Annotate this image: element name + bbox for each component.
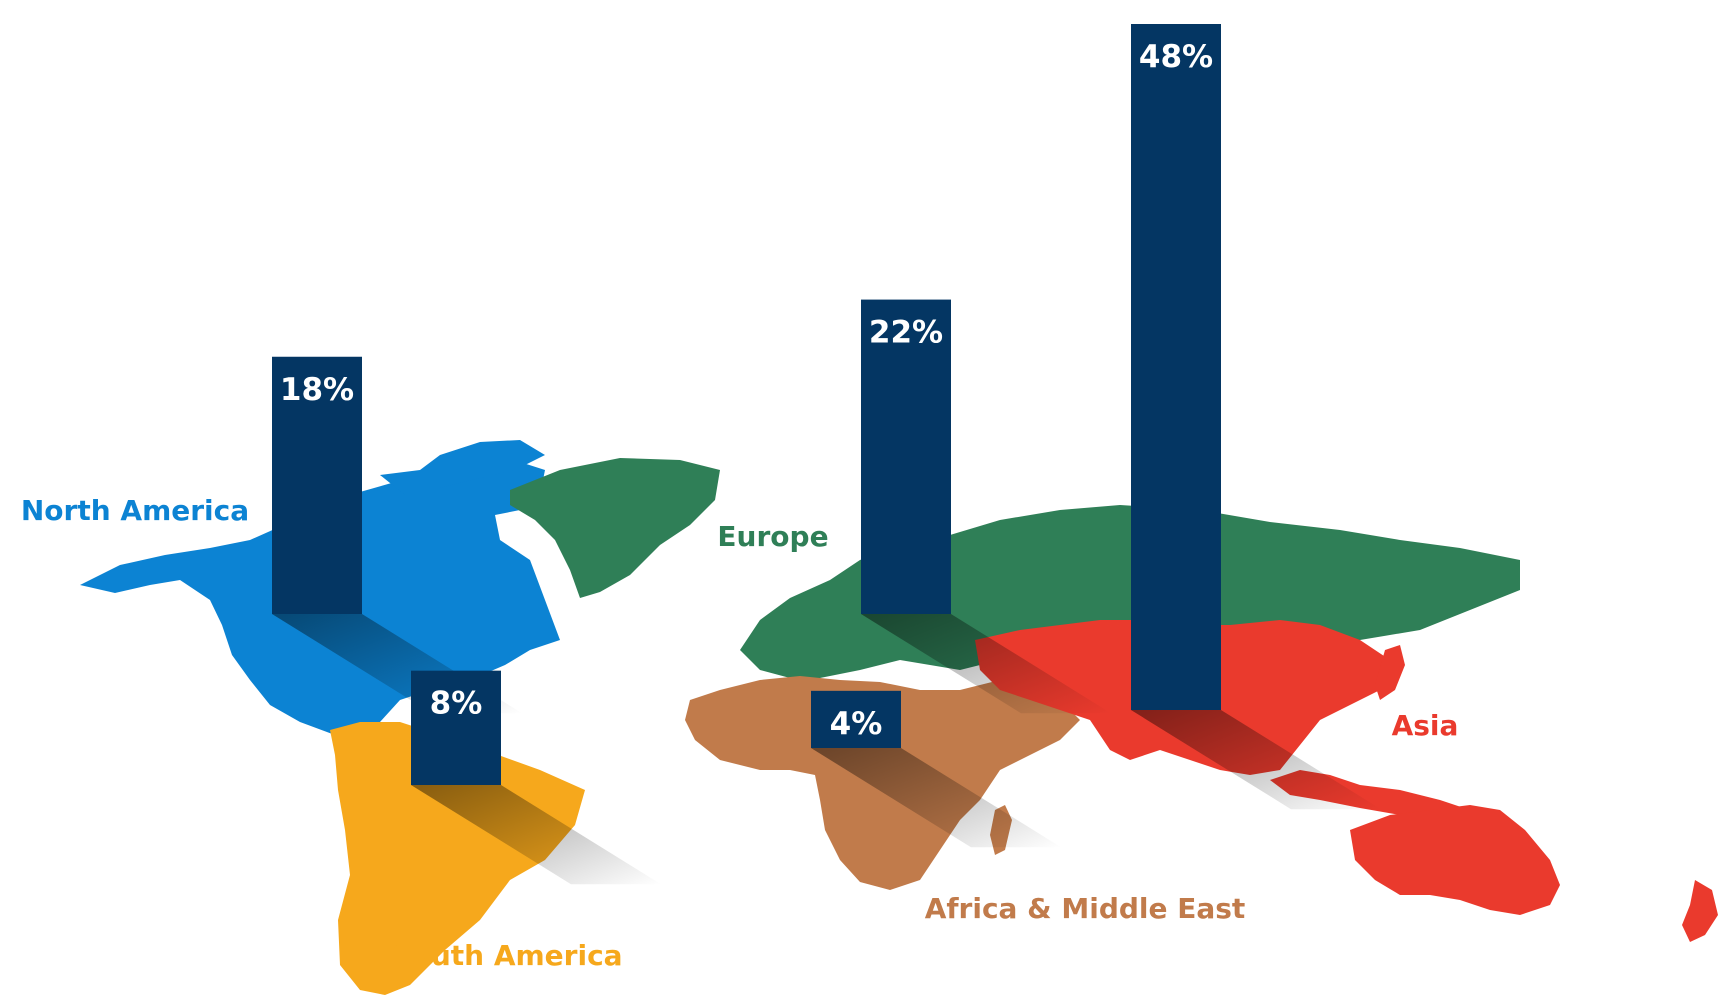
value-label-north-america: 18% bbox=[280, 372, 354, 408]
bar-europe bbox=[861, 299, 951, 614]
value-label-asia: 48% bbox=[1139, 39, 1213, 75]
value-labels: 18% 8% 22% 4% 48% bbox=[280, 39, 1213, 742]
arctic-islands-shape bbox=[380, 440, 545, 495]
bar-shadow-africa-middle-east bbox=[811, 748, 1061, 848]
category-label-south-america: South America bbox=[391, 939, 622, 972]
value-label-south-america: 8% bbox=[430, 686, 483, 722]
category-label-asia: Asia bbox=[1392, 709, 1459, 742]
bar-shadow-europe bbox=[861, 614, 1111, 714]
bar-shadow-asia bbox=[1131, 710, 1381, 810]
category-label-north-america: North America bbox=[21, 494, 249, 527]
new-zealand-shape bbox=[1682, 880, 1718, 942]
category-labels: North America South America Europe Africa &… bbox=[21, 494, 1459, 972]
category-label-europe: Europe bbox=[717, 520, 828, 553]
value-label-africa-middle-east: 4% bbox=[830, 706, 883, 742]
australia-shape bbox=[1350, 805, 1560, 915]
south-america-shape bbox=[330, 722, 585, 995]
category-label-africa-middle-east: Africa & Middle East bbox=[925, 892, 1246, 925]
bar-south-america bbox=[411, 670, 501, 785]
bar-north-america bbox=[272, 356, 362, 614]
bar-shadow-south-america bbox=[411, 785, 661, 885]
greenland-shape bbox=[510, 458, 720, 598]
bars bbox=[272, 24, 1221, 785]
japan-shape bbox=[1375, 645, 1405, 700]
bar-africa-middle-east bbox=[811, 690, 901, 748]
value-label-europe: 22% bbox=[869, 315, 943, 351]
bar-asia bbox=[1131, 24, 1221, 710]
